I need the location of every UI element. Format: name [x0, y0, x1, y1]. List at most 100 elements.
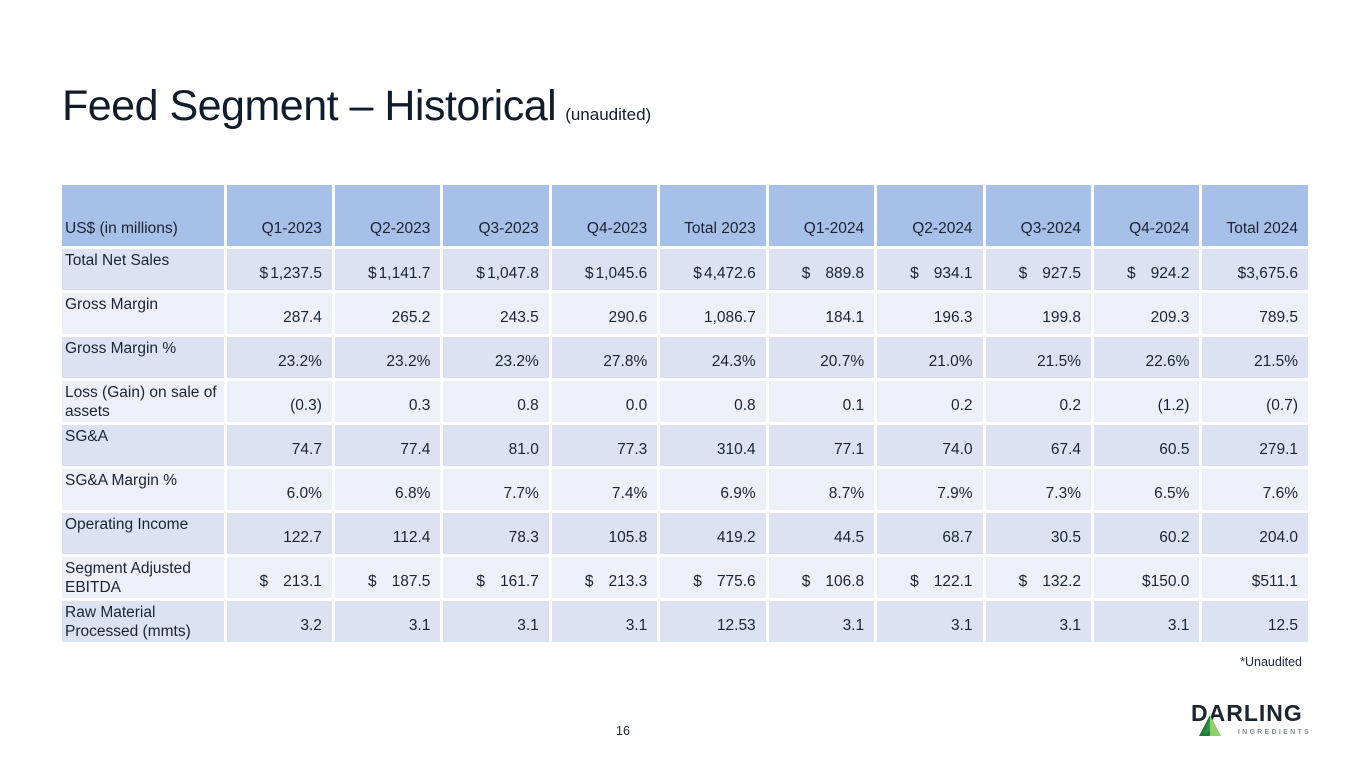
- cell-value: 0.3: [408, 397, 431, 414]
- cell-content: $122.1: [877, 573, 982, 591]
- cell-value: (1.2): [1157, 397, 1190, 414]
- row-label: Loss (Gain) on sale of assets: [62, 379, 227, 425]
- financial-table: US$ (in millions) Q1-2023 Q2-2023 Q3-2023 Q4…: [62, 185, 1311, 645]
- cell-value: 184.1: [825, 309, 865, 326]
- cell-content: $1,045.6: [552, 265, 657, 283]
- cell-content: $3,675.6: [1202, 265, 1308, 283]
- value-cell: 6.8%: [333, 467, 444, 513]
- cell-value: 204.0: [1259, 529, 1298, 546]
- value-cell: 74.0: [875, 423, 986, 469]
- cell-content: $1,237.5: [227, 265, 332, 283]
- column-header: Q1-2023: [225, 185, 335, 249]
- cell-content: 112.4: [335, 529, 440, 547]
- cell-content: 7.9%: [877, 485, 982, 503]
- cell-value: 22.6%: [1145, 353, 1190, 370]
- cell-value: 419.2: [716, 529, 756, 546]
- value-cell: 0.2: [984, 379, 1095, 425]
- cell-content: 279.1: [1202, 441, 1308, 459]
- cell-value: 122.7: [283, 529, 322, 546]
- value-cell: 196.3: [875, 291, 986, 337]
- value-cell: 0.2: [875, 379, 986, 425]
- value-cell: 419.2: [658, 511, 769, 557]
- cell-value: 927.5: [1042, 265, 1081, 282]
- value-cell: 77.1: [767, 423, 878, 469]
- row-label: Segment Adjusted EBITDA: [62, 555, 227, 601]
- value-cell: 23.2%: [333, 335, 444, 381]
- cell-value: 7.4%: [611, 485, 648, 502]
- value-cell: 22.6%: [1092, 335, 1203, 381]
- value-cell: 24.3%: [658, 335, 769, 381]
- value-cell: 21.5%: [984, 335, 1095, 381]
- cell-value: 3.1: [842, 617, 865, 634]
- cell-content: 7.3%: [986, 485, 1091, 503]
- cell-content: 23.2%: [335, 353, 440, 371]
- value-cell: 77.4: [333, 423, 444, 469]
- value-cell: 199.8: [984, 291, 1095, 337]
- cell-content: 78.3: [443, 529, 548, 547]
- value-cell: 105.8: [550, 511, 661, 557]
- value-cell: 60.2: [1092, 511, 1203, 557]
- cell-value: 6.5%: [1154, 485, 1190, 502]
- column-header: Q4-2024: [1092, 185, 1203, 249]
- cell-value: 789.5: [1259, 309, 1298, 326]
- cell-content: 0.3: [335, 397, 440, 415]
- value-cell: 3.1: [333, 599, 444, 645]
- cell-content: 22.6%: [1094, 353, 1199, 371]
- cell-value: 6.9%: [720, 485, 756, 502]
- cell-value: 6.8%: [395, 485, 431, 502]
- value-cell: $1,141.7: [333, 247, 444, 293]
- cell-value: 12.53: [716, 617, 756, 634]
- cell-value: 106.8: [825, 573, 865, 590]
- cell-value: 68.7: [942, 529, 973, 546]
- row-label: Operating Income: [62, 511, 227, 557]
- cell-content: $1,141.7: [335, 265, 440, 283]
- currency-symbol: $: [693, 265, 702, 282]
- cell-value: 74.0: [942, 441, 973, 458]
- value-cell: $889.8: [767, 247, 878, 293]
- row-label: SG&A Margin %: [62, 467, 227, 513]
- value-cell: $106.8: [767, 555, 878, 601]
- cell-value: 21.5%: [1254, 353, 1298, 370]
- cell-content: 184.1: [769, 309, 874, 327]
- cell-value: 187.5: [391, 573, 431, 590]
- cell-value: 3.1: [517, 617, 539, 634]
- value-cell: 68.7: [875, 511, 986, 557]
- table-row: Total Net Sales $1,237.5 $1,141.7 $1,047.8 $…: [62, 247, 1311, 293]
- cell-value: 1,045.6: [595, 265, 648, 282]
- cell-content: $213.3: [552, 573, 657, 591]
- cell-content: 3.2: [227, 617, 332, 635]
- currency-symbol: $: [910, 573, 919, 590]
- cell-content: $775.6: [660, 573, 765, 591]
- darling-logo: DARLING INGREDIENTS: [1191, 702, 1311, 748]
- value-cell: 290.6: [550, 291, 661, 337]
- currency-symbol: $: [801, 265, 811, 282]
- cell-value: 287.4: [283, 309, 322, 326]
- cell-value: $150.0: [1142, 573, 1190, 590]
- cell-content: 8.7%: [769, 485, 874, 503]
- value-cell: 3.1: [984, 599, 1095, 645]
- value-cell: 3.1: [767, 599, 878, 645]
- value-cell: 0.3: [333, 379, 444, 425]
- cell-content: 310.4: [660, 441, 765, 459]
- table-row: SG&A 74.7 77.4 81.0 77.3 310.4 77.1 74.0 67.4 60.…: [62, 423, 1311, 469]
- value-cell: 67.4: [984, 423, 1095, 469]
- cell-content: 21.0%: [877, 353, 982, 371]
- cell-content: 3.1: [335, 617, 440, 635]
- cell-content: 3.1: [986, 617, 1091, 635]
- cell-content: 199.8: [986, 309, 1091, 327]
- column-header: Q3-2023: [441, 185, 552, 249]
- cell-content: 12.5: [1202, 617, 1308, 635]
- cell-value: 8.7%: [828, 485, 865, 502]
- column-header: Q2-2023: [333, 185, 444, 249]
- cell-content: (0.3): [227, 397, 332, 415]
- cell-content: 6.0%: [227, 485, 332, 503]
- cell-content: $511.1: [1202, 573, 1308, 591]
- currency-symbol: $: [910, 265, 919, 282]
- value-cell: 20.7%: [767, 335, 878, 381]
- value-cell: 243.5: [441, 291, 552, 337]
- cell-value: 934.1: [933, 265, 973, 282]
- cell-value: 775.6: [716, 573, 756, 590]
- currency-symbol: $: [693, 573, 702, 590]
- cell-content: $924.2: [1094, 265, 1199, 283]
- column-header: Q4-2023: [550, 185, 661, 249]
